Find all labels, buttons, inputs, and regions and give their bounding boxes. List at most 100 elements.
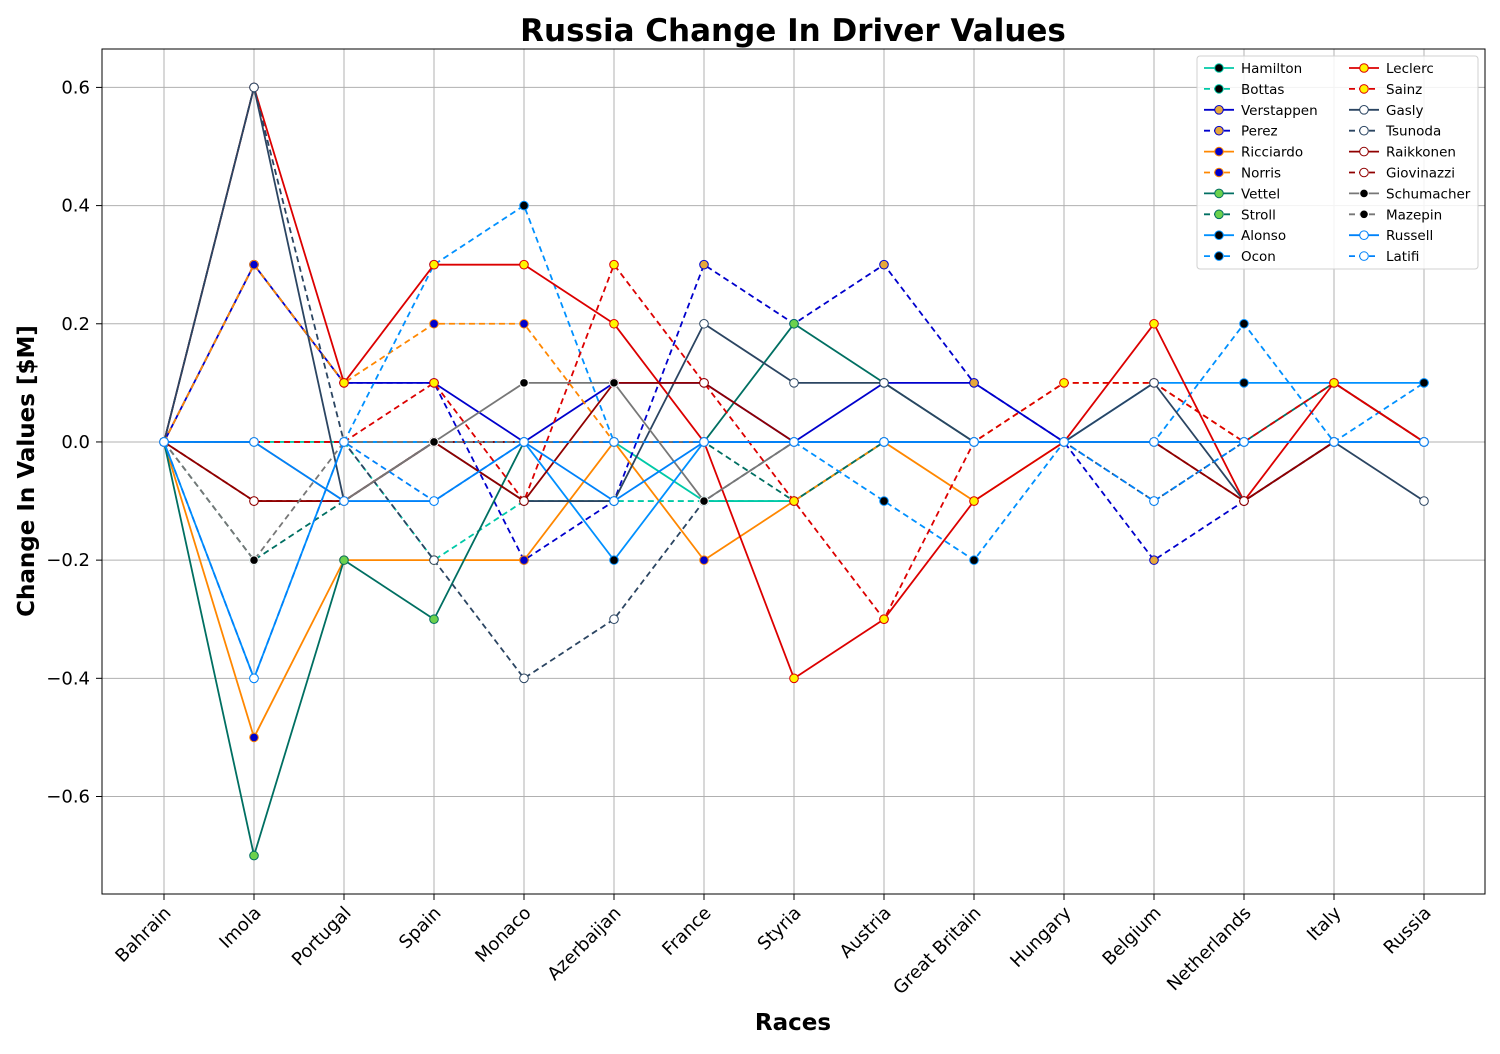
data-point [609, 496, 619, 506]
data-point [519, 555, 529, 565]
legend-marker [1359, 125, 1369, 136]
legend-marker [1359, 209, 1369, 220]
legend-label: Hamilton [1241, 61, 1302, 77]
data-point [519, 318, 529, 329]
legend-item: Russell [1349, 228, 1433, 244]
y-tick-label: 0.6 [61, 77, 90, 98]
data-point [969, 555, 979, 565]
data-point [1149, 378, 1159, 388]
data-point [519, 437, 529, 447]
data-point [699, 378, 709, 388]
legend-item: Raikkonen [1349, 145, 1456, 161]
data-point [969, 378, 979, 388]
data-point [1239, 378, 1249, 388]
data-point [519, 378, 529, 388]
series-line [164, 204, 1425, 562]
legend-item: Bottas [1204, 82, 1284, 98]
y-tick-label: −0.4 [46, 668, 90, 689]
data-point [249, 437, 259, 447]
legend-marker [1214, 146, 1224, 157]
legend-item: Norris [1204, 166, 1281, 182]
x-tick-label: Hungary [1006, 902, 1075, 971]
legend-marker [1359, 251, 1369, 261]
data-point [1149, 555, 1159, 565]
data-point [609, 555, 619, 565]
data-point [699, 259, 709, 270]
x-tick-label: Azerbaijan [543, 903, 625, 985]
data-point [789, 673, 799, 684]
legend: Hamilton Bottas Verstappen Perez Ricciardo No… [1196, 55, 1479, 270]
data-point [249, 82, 259, 93]
data-point [609, 259, 619, 270]
data-point [789, 496, 799, 506]
x-tick-label: Austria [836, 903, 896, 963]
legend-label: Norris [1241, 166, 1281, 182]
data-point [339, 496, 349, 506]
data-point [249, 496, 259, 506]
data-point [609, 437, 619, 447]
data-point [429, 437, 439, 447]
chart-title: Russia Change In Driver Values [520, 13, 1066, 49]
legend-marker [1214, 63, 1224, 73]
y-tick-label: −0.2 [46, 550, 90, 571]
legend-label: Ricciardo [1241, 145, 1303, 161]
data-point [159, 437, 169, 447]
legend-marker [1214, 209, 1224, 220]
data-point [789, 437, 799, 447]
data-point [969, 496, 979, 506]
data-point [1059, 437, 1069, 447]
legend-marker [1214, 230, 1224, 240]
legend-label: Schumacher [1386, 186, 1471, 202]
legend-label: Leclerc [1386, 61, 1434, 77]
legend-item: Leclerc [1349, 61, 1434, 77]
legend-marker [1214, 125, 1224, 136]
legend-item: Vettel [1204, 186, 1280, 202]
data-point [699, 318, 709, 329]
data-point [1149, 496, 1159, 506]
legend-item: Perez [1204, 124, 1278, 140]
data-point [879, 437, 889, 447]
legend-marker [1214, 105, 1224, 115]
y-axis-label: Change In Values [$M] [14, 325, 40, 617]
series-layer [159, 82, 1429, 861]
legend-label: Verstappen [1241, 103, 1318, 119]
data-point [969, 437, 979, 447]
data-point [1149, 318, 1159, 329]
data-point [429, 496, 439, 506]
x-tick-label: Italy [1303, 902, 1346, 945]
legend-label: Giovinazzi [1386, 166, 1455, 182]
data-point [879, 614, 889, 625]
data-point [699, 437, 709, 447]
legend-label: Raikkonen [1386, 145, 1456, 161]
data-point [249, 673, 259, 684]
x-tick-label: Spain [395, 903, 445, 953]
legend-label: Perez [1241, 124, 1278, 140]
legend-label: Sainz [1386, 82, 1422, 98]
data-point [879, 378, 889, 388]
y-tick-label: 0.4 [61, 196, 90, 217]
y-tick-label: 0.0 [61, 432, 90, 453]
y-tick-label: −0.6 [46, 787, 90, 808]
data-point [1419, 496, 1429, 506]
data-point [339, 437, 349, 447]
legend-label: Gasly [1386, 103, 1424, 119]
legend-item: Hamilton [1204, 61, 1302, 77]
x-tick-label: Netherlands [1163, 903, 1255, 995]
data-point [249, 732, 259, 743]
series-line [164, 263, 1425, 621]
data-point [879, 496, 889, 506]
x-tick-label: Russia [1380, 903, 1436, 959]
legend-label: Russell [1386, 228, 1433, 244]
legend-label: Stroll [1241, 207, 1276, 223]
legend-item: Gasly [1349, 103, 1424, 119]
legend-marker [1214, 251, 1224, 261]
legend-label: Ocon [1241, 249, 1276, 265]
legend-marker [1359, 84, 1369, 94]
legend-item: Alonso [1204, 228, 1286, 244]
x-tick-label: Imola [215, 903, 265, 953]
x-tick-label: Belgium [1099, 903, 1166, 970]
data-point [699, 496, 709, 506]
legend-marker [1214, 167, 1224, 178]
